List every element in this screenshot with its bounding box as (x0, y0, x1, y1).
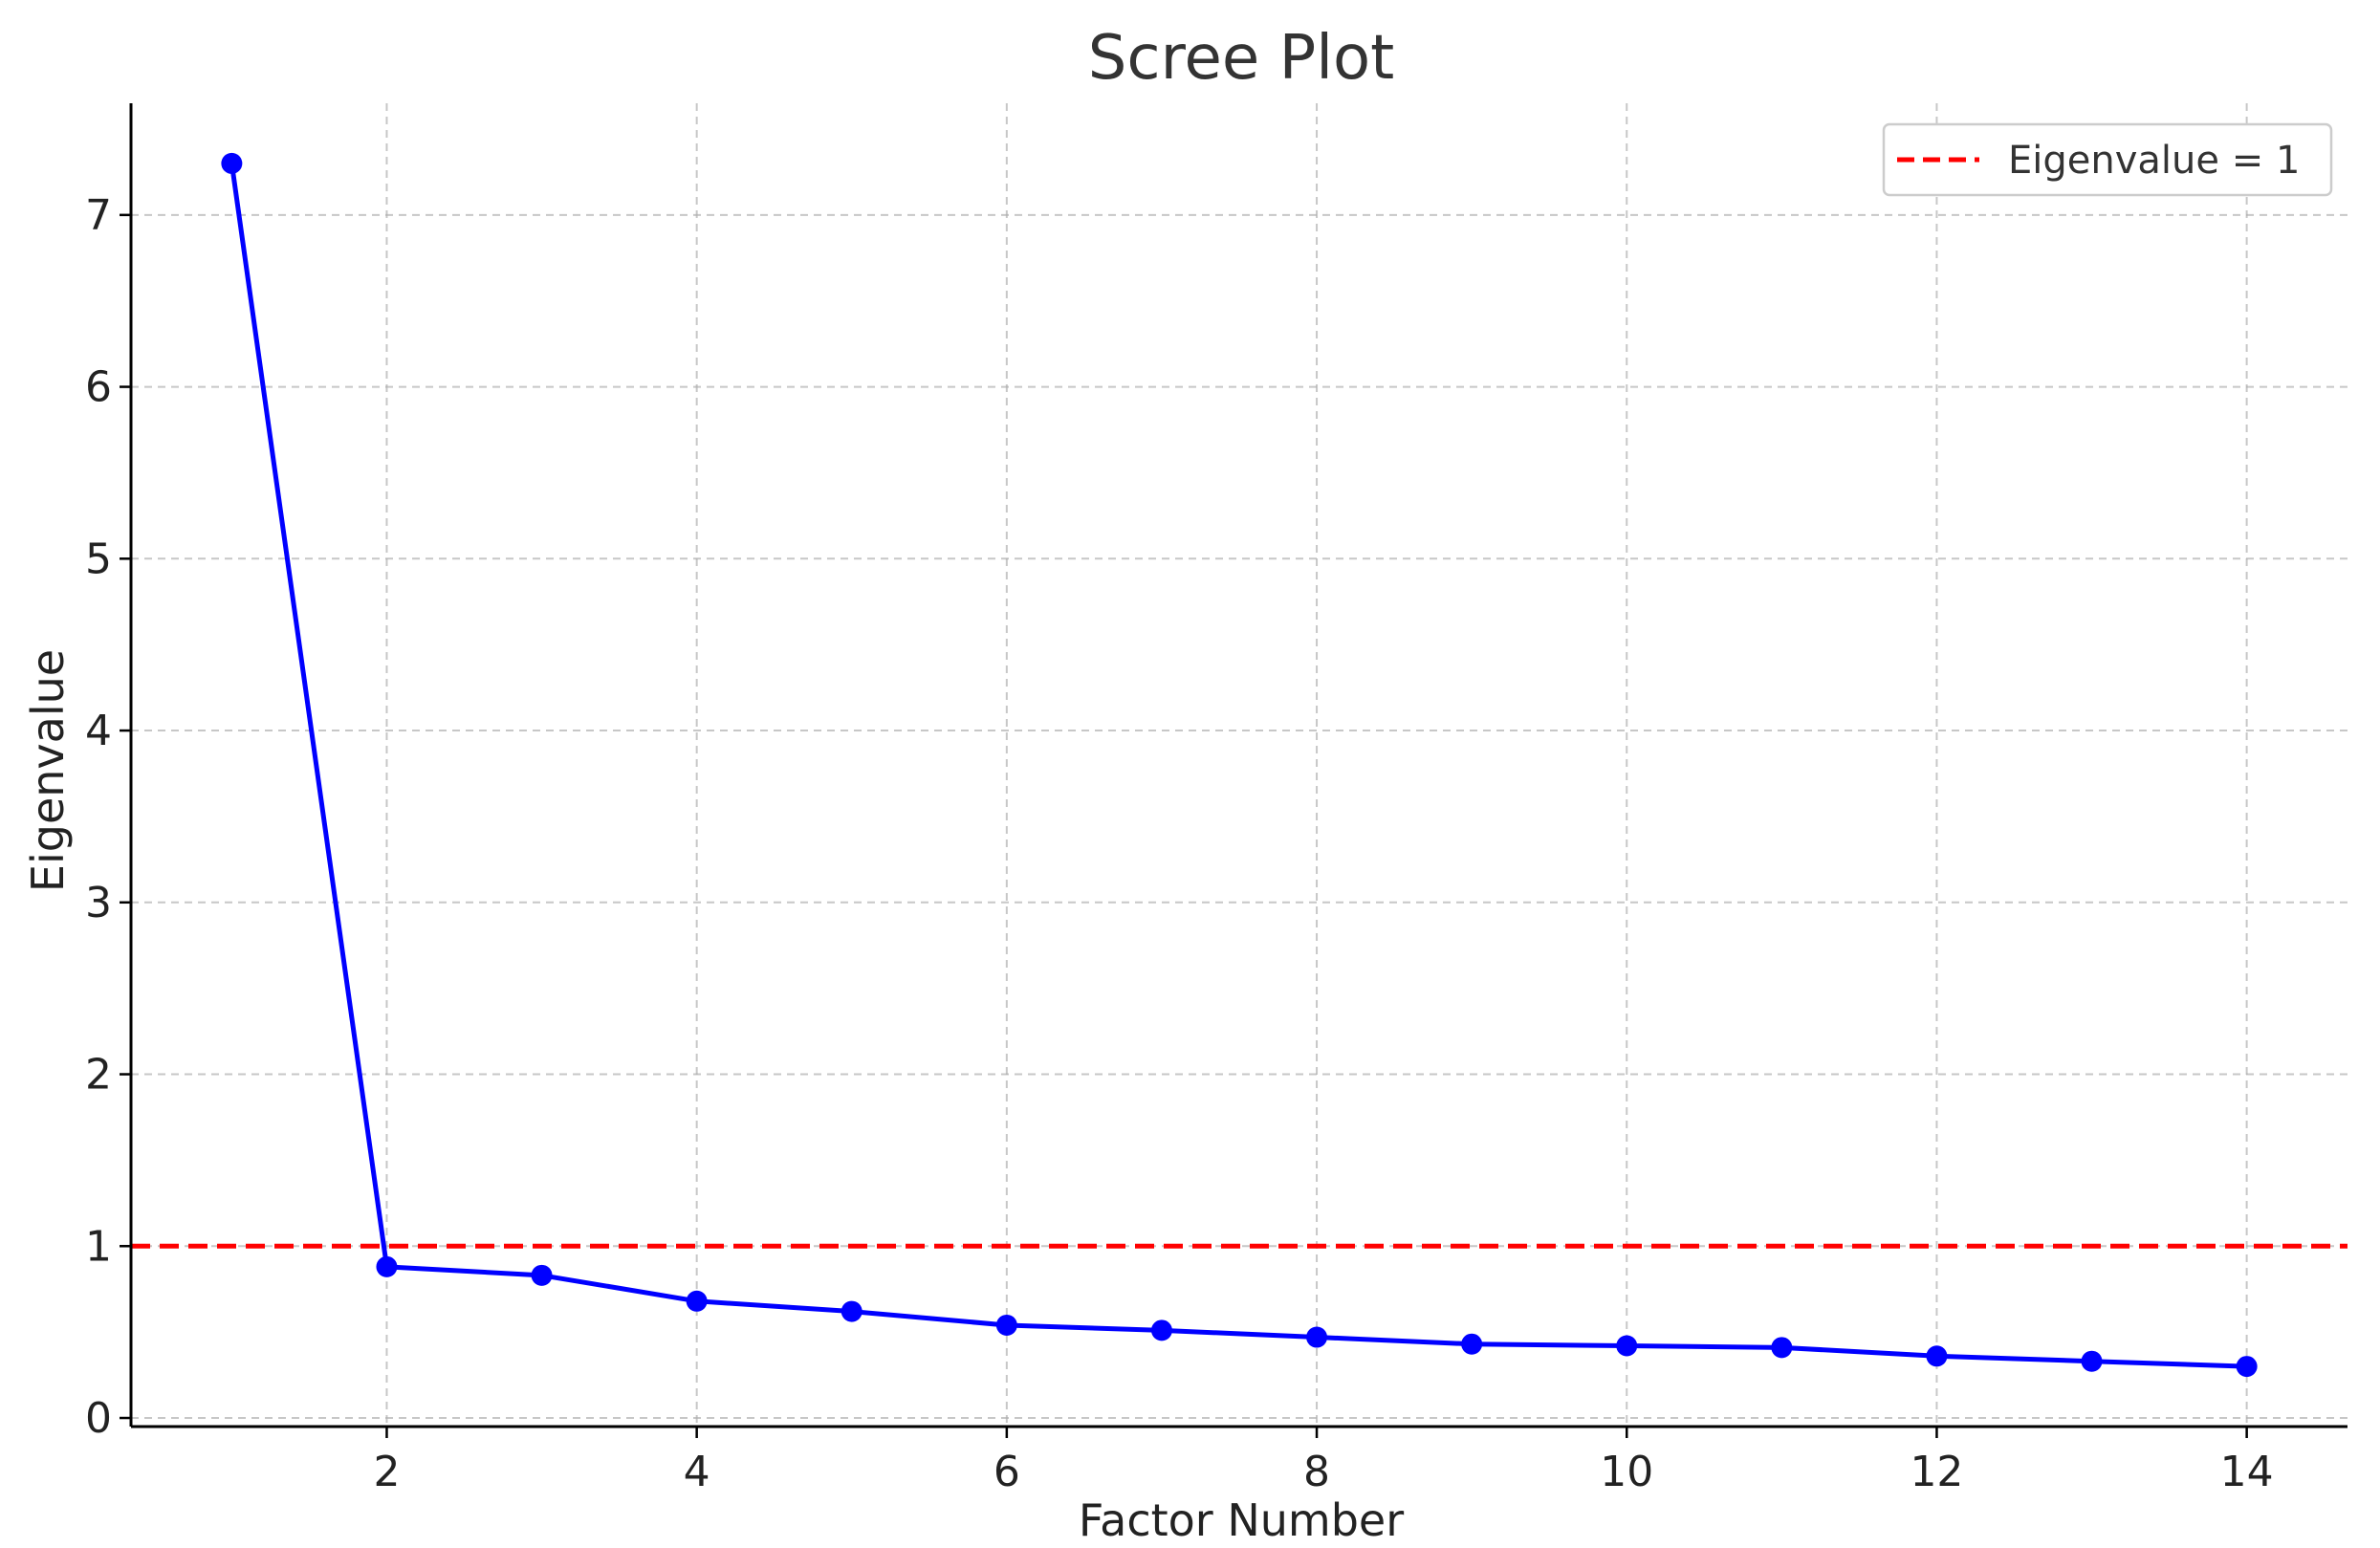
y-tick-label-3: 3 (85, 879, 112, 927)
x-tick-label-4: 4 (684, 1448, 710, 1496)
data-point-factor-1 (221, 152, 243, 174)
grid-layer (131, 103, 2347, 1427)
y-tick-label-5: 5 (85, 534, 112, 583)
y-tick-label-6: 6 (85, 363, 112, 412)
series-line (229, 163, 2247, 1369)
y-tick-label-1: 1 (85, 1222, 112, 1271)
data-point-factor-4 (686, 1290, 708, 1312)
axes-layer (129, 103, 2347, 1428)
x-tick-label-6: 6 (993, 1448, 1020, 1496)
legend-label-eigenvalue-1: Eigenvalue = 1 (2008, 139, 2300, 183)
x-axis-title: Factor Number (1079, 1494, 1404, 1546)
x-tick-label-14: 14 (2220, 1448, 2274, 1496)
data-point-factor-11 (1771, 1337, 1793, 1359)
data-point-factor-13 (2081, 1350, 2103, 1372)
y-tick-label-7: 7 (85, 191, 112, 240)
data-point-factor-10 (1616, 1335, 1638, 1357)
y-axis-title: Eigenvalue (22, 649, 74, 892)
data-point-factor-5 (841, 1300, 862, 1322)
data-point-factor-6 (995, 1314, 1017, 1336)
data-point-factor-3 (531, 1264, 553, 1286)
chart-title: Scree Plot (1088, 23, 1394, 94)
data-point-factor-8 (1306, 1326, 1328, 1348)
data-point-factor-2 (376, 1255, 398, 1277)
data-point-factor-12 (1926, 1345, 1948, 1367)
x-tick-label-2: 2 (373, 1448, 400, 1496)
legend-box (1882, 122, 2333, 197)
y-tick-label-0: 0 (85, 1394, 112, 1443)
legend: Eigenvalue = 1 (1882, 122, 2333, 197)
data-point-factor-14 (2236, 1356, 2258, 1378)
series-layer (221, 152, 2258, 1378)
x-tick-label-12: 12 (1910, 1448, 1963, 1496)
data-point-factor-7 (1150, 1319, 1172, 1341)
y-tick-label-4: 4 (85, 707, 112, 755)
y-tick-label-2: 2 (85, 1051, 112, 1100)
data-point-factor-9 (1461, 1333, 1483, 1355)
x-tick-label-8: 8 (1303, 1448, 1330, 1496)
x-tick-label-10: 10 (1600, 1448, 1653, 1496)
